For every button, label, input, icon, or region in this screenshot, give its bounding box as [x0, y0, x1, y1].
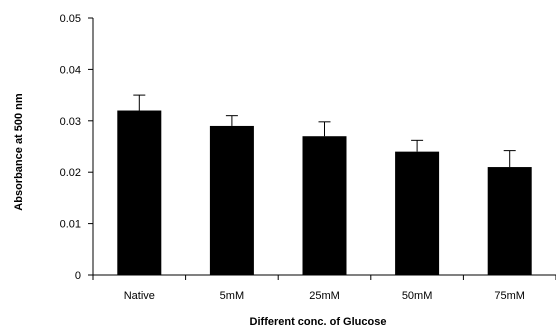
- x-tick-label: 5mM: [220, 290, 244, 302]
- x-axis-title: Different conc. of Glucose: [250, 316, 387, 328]
- bar: [395, 151, 440, 275]
- y-tick-label: 0.01: [60, 219, 81, 231]
- y-tick-label: 0: [75, 270, 81, 282]
- bar: [117, 110, 162, 276]
- error-bars: [133, 94, 516, 168]
- y-tick-label: 0.04: [60, 64, 81, 76]
- y-tick-label: 0.02: [60, 167, 81, 179]
- y-axis-title: Absorbance at 500 nm: [13, 93, 25, 211]
- x-tick-label: 25mM: [309, 290, 340, 302]
- y-tick-label: 0.05: [60, 13, 81, 25]
- x-tick-label: 75mM: [494, 290, 525, 302]
- x-axis: Native 5mM 25mM 50mM 75mM: [92, 274, 556, 302]
- y-axis: 0 0.01 0.02 0.03 0.04 0.05: [60, 13, 94, 282]
- x-tick-label: Native: [124, 290, 155, 302]
- x-tick-label: 50mM: [402, 290, 433, 302]
- bar: [302, 136, 347, 275]
- y-tick-label: 0.03: [60, 116, 81, 128]
- bar: [209, 125, 254, 275]
- bar: [487, 167, 532, 275]
- bars: [117, 110, 532, 276]
